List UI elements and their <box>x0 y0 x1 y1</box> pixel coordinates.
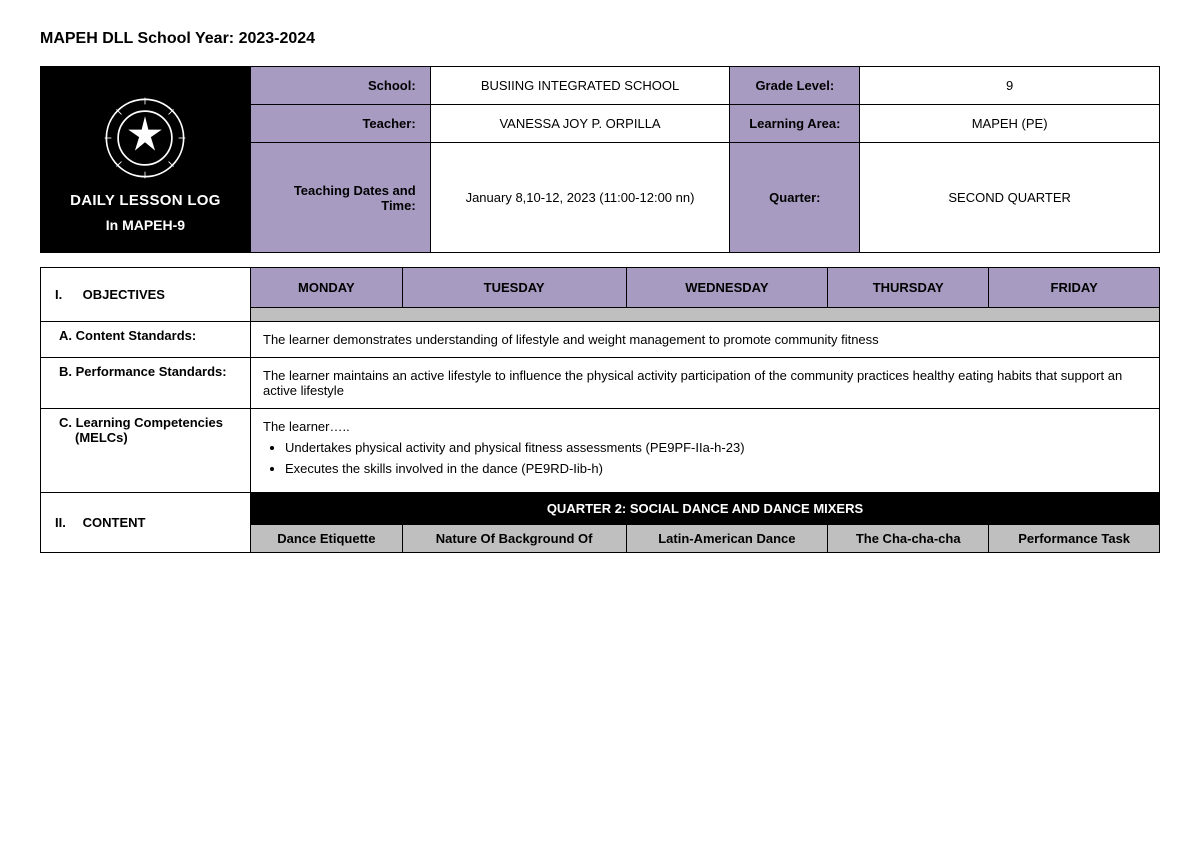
hdr-label-school: School: <box>250 67 430 105</box>
header-table: DAILY LESSON LOG In MAPEH-9 School: BUSI… <box>40 66 1160 253</box>
obj-b-text: The learner maintains an active lifestyl… <box>251 358 1160 409</box>
dll-title: DAILY LESSON LOG <box>51 192 240 209</box>
day-friday: FRIDAY <box>989 268 1160 308</box>
day-wednesday: WEDNESDAY <box>626 268 828 308</box>
hdr-value-area: MAPEH (PE) <box>860 105 1160 143</box>
obj-c-bullet: Executes the skills involved in the danc… <box>285 461 1147 476</box>
content-cell: Performance Task <box>989 525 1160 553</box>
obj-c-text: The learner….. Undertakes physical activ… <box>251 409 1160 493</box>
content-cell: Nature Of Background Of <box>402 525 626 553</box>
hdr-value-quarter: SECOND QUARTER <box>860 143 1160 253</box>
dll-subtitle: In MAPEH-9 <box>51 217 240 233</box>
deped-seal-icon <box>103 96 187 180</box>
content-banner: QUARTER 2: SOCIAL DANCE AND DANCE MIXERS <box>251 493 1160 525</box>
hdr-value-dates: January 8,10-12, 2023 (11:00-12:00 nn) <box>430 143 730 253</box>
hdr-label-area: Learning Area: <box>730 105 860 143</box>
content-cell: Dance Etiquette <box>251 525 403 553</box>
page-title: MAPEH DLL School Year: 2023-2024 <box>40 30 1160 48</box>
hdr-label-dates: Teaching Dates and Time: <box>250 143 430 253</box>
dll-badge-cell: DAILY LESSON LOG In MAPEH-9 <box>41 67 251 253</box>
day-monday: MONDAY <box>251 268 403 308</box>
day-tuesday: TUESDAY <box>402 268 626 308</box>
hdr-value-teacher: VANESSA JOY P. ORPILLA <box>430 105 730 143</box>
day-thursday: THURSDAY <box>828 268 989 308</box>
obj-c-lead: The learner….. <box>263 419 1147 434</box>
obj-b-label: B. Performance Standards: <box>41 358 251 409</box>
obj-c-label: C. Learning Competencies (MELCs) <box>41 409 251 493</box>
schedule-table: I. OBJECTIVES MONDAY TUESDAY WEDNESDAY T… <box>40 267 1160 553</box>
content-cell: Latin-American Dance <box>626 525 828 553</box>
hdr-value-school: BUSIING INTEGRATED SCHOOL <box>430 67 730 105</box>
obj-a-label: A. Content Standards: <box>41 322 251 358</box>
hdr-label-grade: Grade Level: <box>730 67 860 105</box>
obj-c-bullet: Undertakes physical activity and physica… <box>285 440 1147 455</box>
section-objectives: I. OBJECTIVES <box>41 268 251 322</box>
hdr-value-grade: 9 <box>860 67 1160 105</box>
obj-a-text: The learner demonstrates understanding o… <box>251 322 1160 358</box>
hdr-label-teacher: Teacher: <box>250 105 430 143</box>
hdr-label-quarter: Quarter: <box>730 143 860 253</box>
section-content: II. CONTENT <box>41 493 251 553</box>
content-cell: The Cha-cha-cha <box>828 525 989 553</box>
